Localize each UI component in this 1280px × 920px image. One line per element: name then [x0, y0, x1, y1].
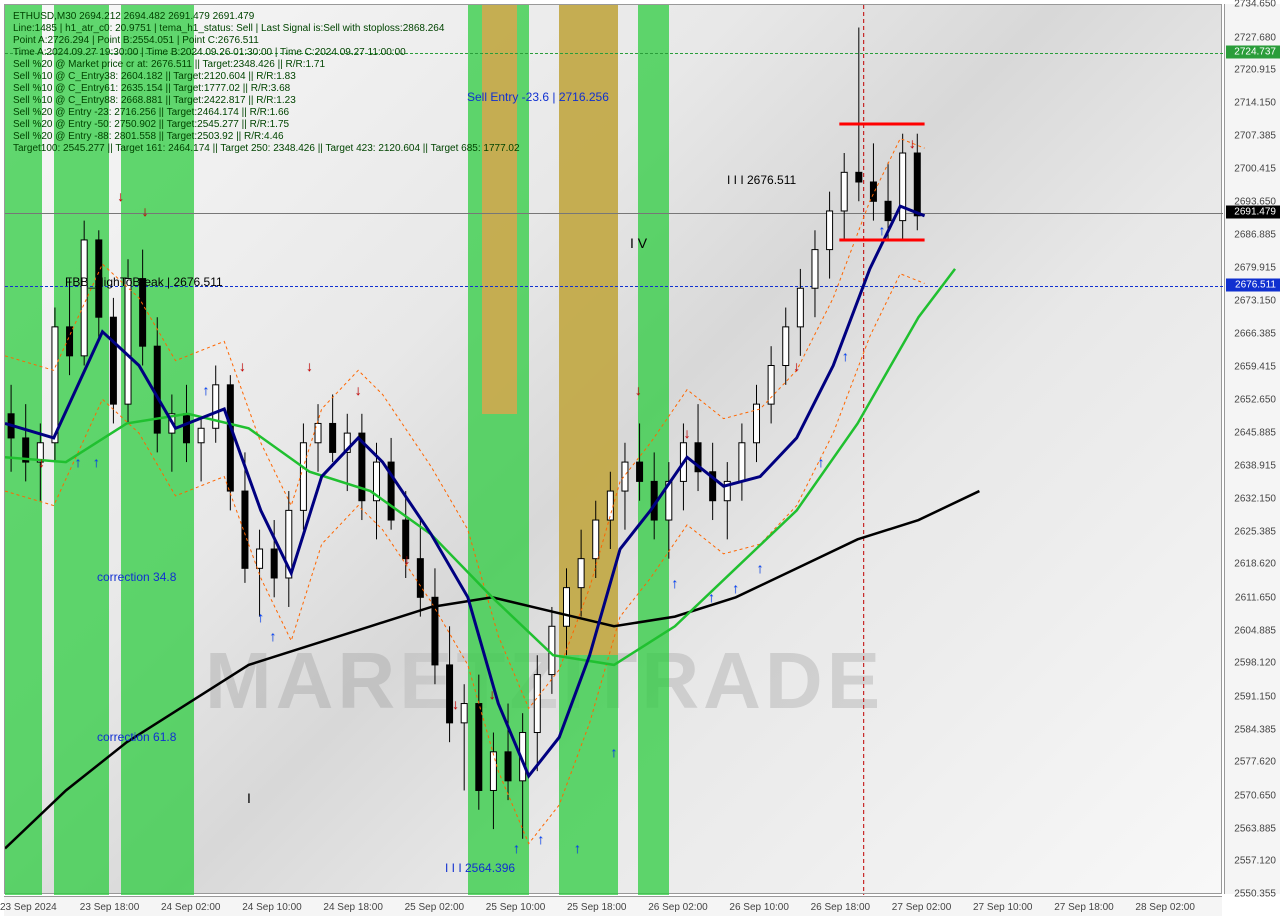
x-tick: 26 Sep 18:00 [811, 902, 871, 913]
y-tick: 2659.415 [1234, 362, 1276, 373]
info-line: Target100: 2545.277 || Target 161: 2464.… [13, 143, 520, 155]
arrow-down-icon: ↓ [909, 135, 916, 151]
y-tick: 2604.885 [1234, 625, 1276, 636]
x-tick: 28 Sep 02:00 [1135, 902, 1195, 913]
x-tick: 26 Sep 10:00 [729, 902, 789, 913]
arrow-up-icon: ↑ [537, 831, 544, 847]
y-tick: 2625.385 [1234, 526, 1276, 537]
arrow-up-icon: ↑ [257, 609, 264, 625]
arrow-up-icon: ↑ [513, 840, 520, 856]
arrow-up-icon: ↑ [269, 628, 276, 644]
arrow-down-icon: ↓ [403, 551, 410, 567]
y-tick: 2611.650 [1235, 592, 1276, 603]
arrow-down-icon: ↓ [489, 686, 496, 702]
price-label: 2691.479 [1226, 206, 1280, 219]
y-tick: 2638.915 [1234, 461, 1276, 472]
y-tick: 2734.650 [1234, 0, 1276, 10]
y-tick: 2645.885 [1234, 427, 1276, 438]
info-line: ETHUSD,M30 2694.212 2694.482 2691.479 26… [13, 11, 520, 23]
info-line: Sell %20 @ Entry -88: 2801.558 || Target… [13, 131, 520, 143]
arrow-down-icon: ↓ [38, 454, 45, 470]
arrow-down-icon: ↓ [635, 382, 642, 398]
y-tick: 2591.150 [1234, 691, 1276, 702]
arrow-down-icon: ↓ [239, 358, 246, 374]
wave-iii-top: I I I 2676.511 [727, 173, 796, 187]
x-tick: 25 Sep 18:00 [567, 902, 627, 913]
arrow-up-icon: ↑ [574, 840, 581, 856]
chart-info-overlay: ETHUSD,M30 2694.212 2694.482 2691.479 26… [13, 11, 520, 155]
y-tick: 2584.385 [1234, 724, 1276, 735]
y-tick: 2686.885 [1234, 229, 1276, 240]
arrow-down-icon: ↓ [142, 203, 149, 219]
arrow-up-icon: ↑ [878, 222, 885, 238]
info-line: Sell %10 @ C_Entry88: 2668.881 || Target… [13, 95, 520, 107]
arrow-up-icon: ↑ [842, 348, 849, 364]
info-line: Sell %20 @ Market price cr at: 2676.511 … [13, 59, 520, 71]
x-tick: 23 Sep 2024 [0, 902, 57, 913]
arrow-up-icon: ↑ [671, 575, 678, 591]
y-tick: 2570.650 [1234, 790, 1276, 801]
x-tick: 27 Sep 02:00 [892, 902, 952, 913]
arrow-up-icon: ↑ [818, 454, 825, 470]
y-tick: 2679.915 [1234, 263, 1276, 274]
y-tick: 2618.620 [1234, 559, 1276, 570]
arrow-up-icon: ↑ [757, 560, 764, 576]
chart-container: MARETZITRADE ↓↑↑↓↓↑↓↑↑↓↓↓↓↓↑↑↑↑↓↑↓↑↑↑↓↑↑… [0, 0, 1280, 920]
info-line: Time A:2024.09.27 19:30:00 | Time B:2024… [13, 47, 520, 59]
y-tick: 2707.385 [1234, 130, 1276, 141]
info-line: Sell %20 @ Entry -50: 2750.902 || Target… [13, 119, 520, 131]
arrow-down-icon: ↓ [452, 696, 459, 712]
x-tick: 25 Sep 10:00 [486, 902, 546, 913]
arrow-down-icon: ↓ [306, 358, 313, 374]
info-line: Sell %20 @ Entry -23: 2716.256 || Target… [13, 107, 520, 119]
y-tick: 2563.885 [1234, 823, 1276, 834]
arrow-up-icon: ↑ [611, 744, 618, 760]
x-tick: 27 Sep 18:00 [1054, 902, 1114, 913]
arrow-up-icon: ↑ [732, 580, 739, 596]
corr-34: correction 34.8 [97, 570, 176, 584]
y-tick: 2720.915 [1234, 65, 1276, 76]
wave-i: I [247, 790, 251, 806]
info-line: Point A:2726.294 | Point B:2554.051 | Po… [13, 35, 520, 47]
y-axis: 2734.6502727.6802720.9152714.1502707.385… [1224, 4, 1280, 894]
info-line: Line:1485 | h1_atr_c0: 20.9751 | tema_h1… [13, 23, 520, 35]
info-line: Sell %10 @ C_Entry38: 2604.182 || Target… [13, 71, 520, 83]
price-label: 2676.511 [1226, 278, 1280, 291]
arrow-down-icon: ↓ [355, 382, 362, 398]
wave-iv: I V [630, 235, 647, 251]
arrow-up-icon: ↑ [202, 382, 209, 398]
price-label: 2724.737 [1226, 45, 1280, 58]
y-tick: 2632.150 [1234, 493, 1276, 504]
arrow-down-icon: ↓ [793, 358, 800, 374]
fib-high-label: FBB_HighToBreak | 2676.511 [65, 275, 223, 289]
chart-plot-area[interactable]: MARETZITRADE ↓↑↑↓↓↑↓↑↑↓↓↓↓↓↑↑↑↑↓↑↓↑↑↑↓↑↑… [4, 4, 1222, 894]
y-tick: 2666.385 [1234, 328, 1276, 339]
arrow-up-icon: ↑ [75, 454, 82, 470]
y-tick: 2700.415 [1234, 164, 1276, 175]
x-tick: 23 Sep 18:00 [80, 902, 140, 913]
y-tick: 2673.150 [1234, 295, 1276, 306]
x-axis: 23 Sep 202423 Sep 18:0024 Sep 02:0024 Se… [4, 896, 1222, 916]
y-tick: 2550.355 [1234, 889, 1276, 900]
y-tick: 2557.120 [1234, 856, 1276, 867]
info-line: Sell %10 @ C_Entry61: 2635.154 || Target… [13, 83, 520, 95]
arrow-up-icon: ↑ [708, 589, 715, 605]
arrow-down-icon: ↓ [684, 425, 691, 441]
y-tick: 2727.680 [1234, 32, 1276, 43]
x-tick: 27 Sep 10:00 [973, 902, 1033, 913]
x-tick: 24 Sep 10:00 [242, 902, 302, 913]
arrow-down-icon: ↓ [117, 188, 124, 204]
arrow-up-icon: ↑ [93, 454, 100, 470]
x-tick: 24 Sep 02:00 [161, 902, 221, 913]
x-tick: 24 Sep 18:00 [323, 902, 383, 913]
x-tick: 26 Sep 02:00 [648, 902, 708, 913]
y-tick: 2577.620 [1234, 757, 1276, 768]
y-tick: 2714.150 [1234, 97, 1276, 108]
y-tick: 2652.650 [1234, 394, 1276, 405]
wave-iii-bottom: I I I 2564.396 [445, 861, 515, 875]
y-tick: 2598.120 [1234, 658, 1276, 669]
x-tick: 25 Sep 02:00 [405, 902, 465, 913]
corr-61: correction 61.8 [97, 730, 176, 744]
